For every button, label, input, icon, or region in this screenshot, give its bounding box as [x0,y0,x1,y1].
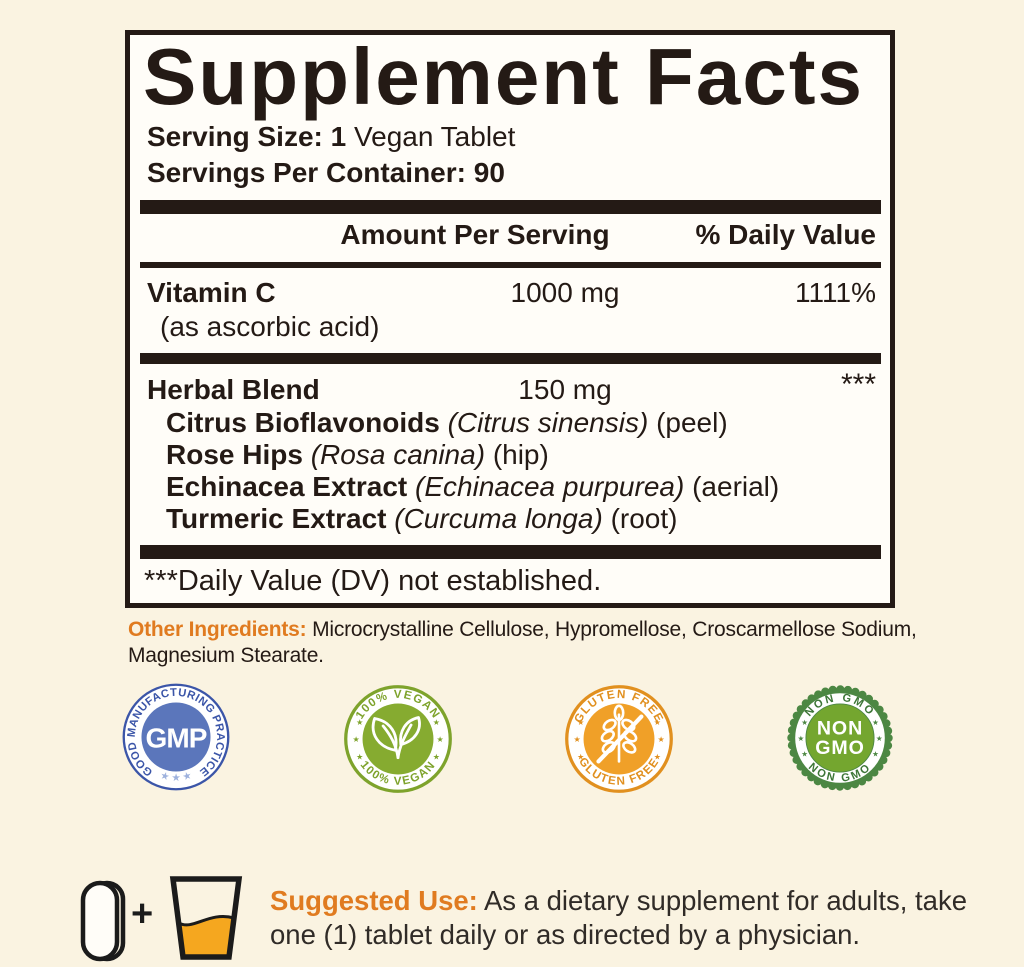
wheat-crossed-icon [596,704,644,764]
suggested-use-line1: Suggested Use: As a dietary supplement f… [270,884,980,918]
gmp-badge: GOOD MANUFACTURING PRACTICE ★ ★ ★ GMP [120,681,232,793]
suggested-use-block: Suggested Use: As a dietary supplement f… [270,884,980,952]
ingredient-name: Echinacea Extract [166,471,408,502]
herbal-ingredient-item: Turmeric Extract (Curcuma longa) (root) [166,503,779,535]
ingredient-latin: (Citrus sinensis) [447,407,649,438]
ingredient-latin: (Echinacea purpurea) [415,471,685,502]
svg-text:★: ★ [356,753,363,762]
svg-text:★: ★ [801,718,808,727]
svg-text:★: ★ [801,750,808,759]
svg-text:★: ★ [657,735,664,744]
column-header-row: Amount Per Serving % Daily Value [140,219,881,257]
ingredient-part: (aerial) [692,471,780,502]
svg-text:★: ★ [872,750,879,759]
ingredient-name: Turmeric Extract [166,503,387,534]
vegan-stars: ★ ★ ★ ★ ★ ★ [352,718,443,762]
other-ingredients-block: Other Ingredients: Microcrystalline Cell… [128,617,948,669]
serving-size-line: Serving Size: 1 Vegan Tablet [147,121,515,153]
herbal-ingredient-item: Rose Hips (Rosa canina) (hip) [166,439,779,471]
ingredient-latin: (Rosa canina) [310,439,486,470]
herbal-blend-row: Herbal Blend 150 mg *** [140,368,881,412]
other-ingredients-text: Microcrystalline Cellulose, Hypromellose… [312,618,917,641]
svg-text:★: ★ [433,753,440,762]
servings-per-container-value: 90 [473,157,505,188]
herbal-blend-daily-value: *** [840,368,876,401]
svg-text:★: ★ [433,718,440,727]
header-divider [140,262,881,268]
thick-divider-top [140,200,881,214]
serving-size-value: 1 [330,121,347,152]
svg-text:★: ★ [872,718,879,727]
svg-text:★: ★ [356,718,363,727]
daily-value-footnote: ***Daily Value (DV) not established. [144,565,602,597]
herbal-ingredient-item: Echinacea Extract (Echinacea purpurea) (… [166,471,779,503]
gluten-free-badge: GLUTEN FREE GLUTEN FREE ★ ★ ★ ★ ★ ★ [563,683,675,795]
non-gmo-badge: NON GMO NON GMO ★ ★ ★ ★ ★ ★ NON GMO [784,682,896,794]
svg-text:★: ★ [876,734,883,743]
ingredient-name: Rose Hips [166,439,303,470]
svg-text:★: ★ [577,718,584,727]
svg-text:★: ★ [573,735,580,744]
herbal-ingredient-item: Citrus Bioflavonoids (Citrus sinensis) (… [166,407,779,439]
non-gmo-badge-icon: NON GMO NON GMO ★ ★ ★ ★ ★ ★ NON GMO [787,685,893,791]
servings-per-container-line: Servings Per Container: 90 [147,157,505,189]
vitamin-c-daily-value: 1111% [795,277,876,308]
vegan-badge-icon: 100% VEGAN 100% VEGAN ★ ★ ★ ★ ★ ★ [344,685,452,793]
ingredient-latin: (Curcuma longa) [394,503,603,534]
suggested-use-text: As a dietary supplement for adults, take [483,885,967,916]
gluten-stars: ★ ★ ★ ★ ★ ★ [573,718,664,762]
serving-size-label: Serving Size: [147,121,323,152]
suggested-use-label: Suggested Use: [270,885,478,916]
ingredient-part: (peel) [656,407,728,438]
ingredient-name: Citrus Bioflavonoids [166,407,440,438]
supplement-facts-panel: Supplement Facts Serving Size: 1 Vegan T… [125,30,895,608]
suggested-use-line2: one (1) tablet daily or as directed by a… [270,919,861,950]
ingredient-part: (hip) [492,439,549,470]
water-glass-icon [169,875,243,966]
herbal-blend-amount: 150 mg [518,374,612,405]
panel-title: Supplement Facts [143,32,865,121]
leaf-icon [371,716,421,760]
other-ingredients-line1: Other Ingredients: Microcrystalline Cell… [128,617,948,643]
servings-per-container-label: Servings Per Container: [147,157,466,188]
vitamin-c-amount: 1000 mg [510,277,620,308]
non-gmo-center-line1: NON [817,717,863,739]
non-gmo-center-line2: GMO [815,737,865,759]
daily-value-header: % Daily Value [695,219,876,250]
vegan-badge: 100% VEGAN 100% VEGAN ★ ★ ★ ★ ★ ★ [342,683,454,795]
svg-text:★: ★ [352,735,359,744]
thick-divider-bottom [140,545,881,559]
herbal-blend-name: Herbal Blend [147,374,320,405]
plus-icon: + [131,893,154,935]
ingredient-part: (root) [610,503,678,534]
svg-text:★: ★ [654,718,661,727]
serving-size-unit: Vegan Tablet [353,121,516,152]
gmp-stars: ★ ★ ★ [159,770,193,784]
vitamin-c-row: Vitamin C 1000 mg 1111% [140,277,881,315]
other-ingredients-label: Other Ingredients: [128,618,307,641]
amount-per-serving-header: Amount Per Serving [340,219,610,250]
svg-text:★ ★ ★: ★ ★ ★ [159,770,193,784]
herbal-ingredient-list: Citrus Bioflavonoids (Citrus sinensis) (… [166,407,779,535]
other-ingredients-line2: Magnesium Stearate. [128,644,324,667]
gluten-free-badge-icon: GLUTEN FREE GLUTEN FREE ★ ★ ★ ★ ★ ★ [565,685,673,793]
tablet-icon [80,880,126,967]
gmp-badge-icon: GOOD MANUFACTURING PRACTICE ★ ★ ★ GMP [122,683,230,791]
svg-text:★: ★ [577,753,584,762]
svg-text:★: ★ [436,735,443,744]
svg-text:★: ★ [797,734,804,743]
non-gmo-stars: ★ ★ ★ ★ ★ ★ [797,718,882,759]
vitamin-c-name: Vitamin C [147,277,276,308]
vitamin-c-detail: (as ascorbic acid) [160,311,380,342]
thick-divider-middle [140,353,881,364]
gmp-center-text: GMP [146,722,207,753]
svg-text:★: ★ [654,753,661,762]
